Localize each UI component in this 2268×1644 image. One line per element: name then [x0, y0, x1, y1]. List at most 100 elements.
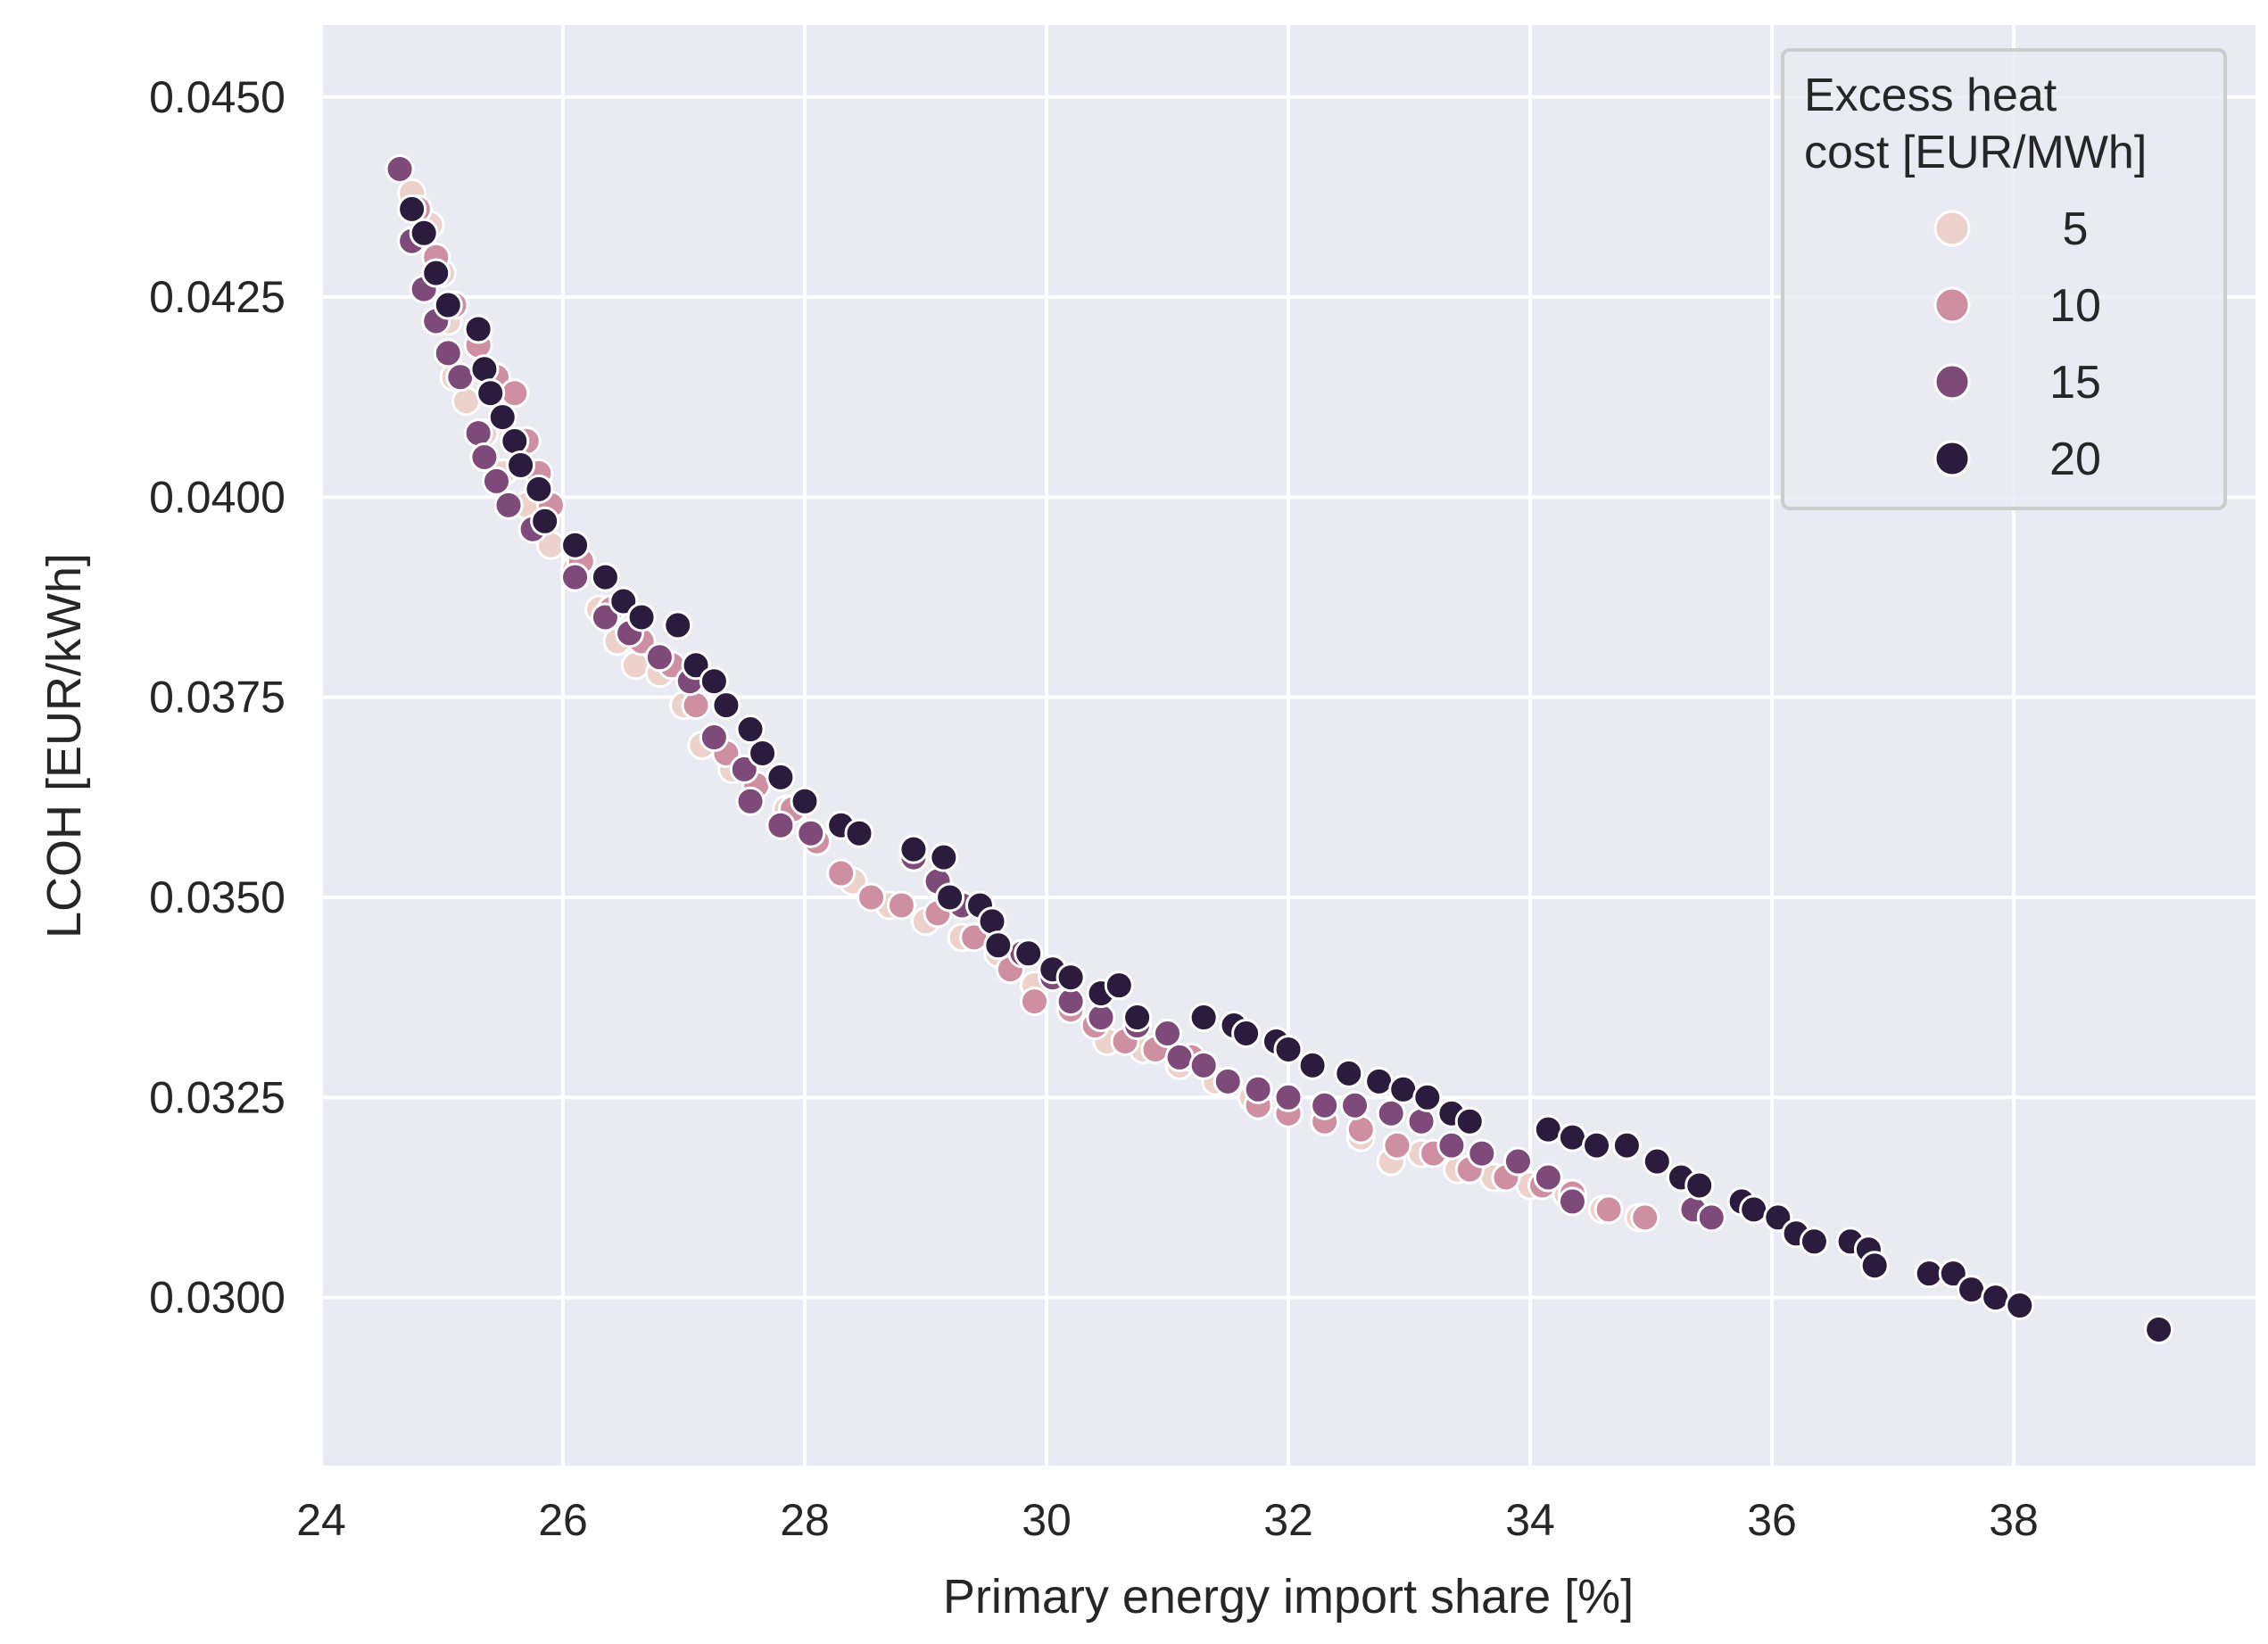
- data-point: [493, 490, 524, 520]
- x-tick-label: 36: [1747, 1495, 1797, 1545]
- data-point: [1019, 987, 1049, 1017]
- data-point: [663, 610, 693, 640]
- data-point: [1957, 1275, 1987, 1305]
- data-point: [935, 882, 965, 913]
- data-point: [681, 690, 711, 721]
- data-point: [476, 378, 506, 409]
- data-point: [2005, 1291, 2035, 1321]
- data-point: [1684, 1170, 1715, 1201]
- data-point: [929, 842, 959, 872]
- data-point: [1557, 1186, 1587, 1217]
- legend: Excess heat cost [EUR/MWh] 5 10 15 20: [1781, 48, 2227, 510]
- data-point: [1273, 1034, 1304, 1064]
- data-point: [1533, 1114, 1563, 1144]
- legend-box: [1781, 48, 2227, 510]
- y-tick-label: 0.0450: [149, 72, 286, 122]
- data-point: [487, 402, 517, 433]
- data-point: [1436, 1130, 1467, 1161]
- legend-label: 20: [2049, 434, 2101, 485]
- data-point: [790, 786, 820, 816]
- data-point: [469, 354, 500, 384]
- legend-marker: [1933, 286, 1971, 324]
- data-point: [826, 858, 857, 888]
- x-tick-label: 34: [1505, 1495, 1555, 1545]
- data-point: [735, 715, 766, 745]
- data-point: [796, 818, 826, 848]
- data-point: [469, 442, 500, 472]
- legend-title-line-1: Excess heat: [1804, 70, 2057, 121]
- data-point: [886, 890, 916, 921]
- legend-label: 10: [2049, 280, 2101, 332]
- y-tick-labels: 0.0300 0.0325 0.0350 0.0375 0.0400 0.0425 0.04…: [149, 72, 286, 1323]
- data-point: [421, 258, 451, 288]
- legend-label: 15: [2049, 357, 2101, 409]
- data-point: [1364, 1066, 1395, 1096]
- data-point: [1164, 1042, 1195, 1072]
- y-axis-title: LCOH [EUR/kWh]: [37, 553, 91, 938]
- data-point: [699, 723, 729, 753]
- x-tick-label: 28: [780, 1495, 830, 1545]
- legend-marker: [1933, 440, 1971, 477]
- data-points: [385, 154, 2174, 1344]
- y-tick-label: 0.0425: [149, 272, 286, 322]
- data-point: [977, 906, 1007, 937]
- data-point: [500, 426, 530, 457]
- data-point: [560, 562, 591, 592]
- data-point: [766, 762, 796, 792]
- data-point: [530, 506, 560, 536]
- data-point: [1938, 1259, 1968, 1289]
- data-point: [2144, 1314, 2174, 1344]
- data-point: [681, 650, 711, 681]
- data-point: [397, 194, 427, 224]
- data-point: [1388, 1074, 1419, 1104]
- data-point: [1334, 1058, 1364, 1088]
- x-tick-label: 26: [538, 1495, 588, 1545]
- data-point: [1213, 1066, 1243, 1096]
- y-tick-label: 0.0300: [149, 1273, 286, 1323]
- data-point: [844, 818, 874, 848]
- data-point: [1763, 1202, 1793, 1233]
- legend-entries: 5 10 15 20: [1933, 203, 2101, 485]
- y-tick-label: 0.0400: [149, 472, 286, 522]
- data-point: [1406, 1106, 1436, 1136]
- data-point: [1273, 1082, 1304, 1112]
- x-tick-label: 32: [1263, 1495, 1313, 1545]
- data-point: [1297, 1050, 1328, 1080]
- data-point: [1557, 1122, 1587, 1152]
- data-point: [1981, 1283, 2011, 1313]
- data-point: [560, 530, 591, 560]
- data-point: [1376, 1098, 1406, 1128]
- data-point: [590, 602, 620, 632]
- data-point: [1454, 1106, 1485, 1136]
- data-point: [385, 154, 415, 184]
- data-point: [1104, 971, 1134, 1001]
- data-point: [463, 314, 493, 344]
- data-point: [748, 738, 778, 768]
- data-point: [1231, 1019, 1262, 1048]
- data-point: [1188, 1003, 1219, 1033]
- data-point: [898, 834, 929, 864]
- data-point: [626, 602, 657, 632]
- legend-marker: [1933, 210, 1971, 247]
- data-point: [1014, 938, 1044, 969]
- data-point: [1593, 1194, 1624, 1225]
- data-point: [1696, 1202, 1726, 1233]
- data-point: [1630, 1202, 1660, 1233]
- data-point: [1153, 1019, 1182, 1048]
- data-point: [524, 474, 554, 504]
- data-point: [1502, 1146, 1533, 1177]
- data-point: [729, 754, 759, 784]
- data-point: [433, 290, 463, 320]
- data-point: [1642, 1146, 1672, 1177]
- data-point: [735, 786, 766, 816]
- data-point: [620, 650, 650, 681]
- x-tick-labels: 24 26 28 30 32 34 36 38: [296, 1495, 2039, 1545]
- data-point: [481, 466, 511, 496]
- data-point: [1467, 1138, 1497, 1169]
- data-point: [1412, 1082, 1443, 1112]
- x-tick-label: 30: [1022, 1495, 1072, 1545]
- data-point: [1055, 962, 1086, 993]
- data-point: [1799, 1227, 1829, 1257]
- series-20: [397, 194, 2174, 1344]
